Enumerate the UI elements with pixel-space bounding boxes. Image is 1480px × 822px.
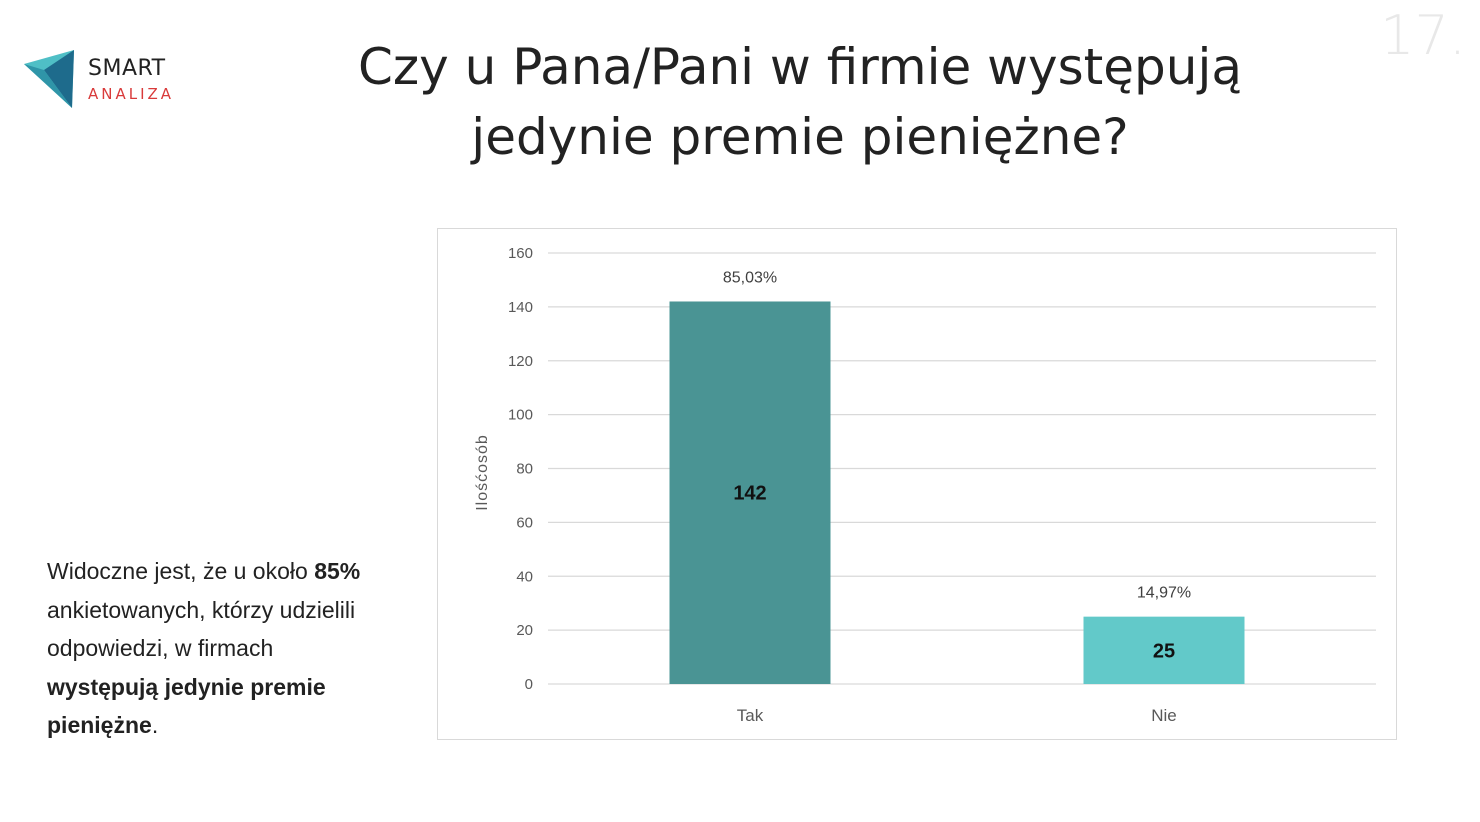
percent-label: 85,03% [723,269,777,286]
bar-nie [1083,616,1245,684]
x-tick-label: Tak [737,706,764,725]
value-label: 142 [733,483,766,505]
chart-canvas: 0 20 40 60 80 100 120 140 160 Ilośćosób 85,03% 142 T… [474,245,1376,725]
logo-triangle-icon [24,50,74,108]
description-text: Widoczne jest, że u około 85% ankietowan… [47,552,377,745]
y-tick-label: 40 [516,568,533,585]
page-title: Czy u Pana/Pani w firmie występują jedyn… [357,38,1243,166]
x-tick-label: Nie [1151,706,1177,725]
smart-analiza-logo: SMART ANALIZA [22,48,202,112]
value-label: 25 [1153,640,1175,662]
percent-label: 14,97% [1137,585,1191,602]
logo-text-analiza: ANALIZA [88,85,175,103]
bar-tak [669,301,831,684]
description-bold-2: występują jedynie premie pieniężne [47,673,326,739]
y-tick-label: 0 [525,676,533,693]
description-part-3: . [151,712,159,738]
y-tick-label: 100 [508,407,533,424]
description-part-2: ankietowanych, którzy udzielili odpowied… [47,596,356,662]
y-axis-label: Ilośćosób [474,434,491,511]
description-bold-1: 85% [314,558,361,584]
logo-text-smart: SMART [88,56,166,81]
y-tick-label: 20 [516,622,533,639]
y-tick-label: 60 [516,514,533,531]
y-tick-label: 120 [508,353,533,370]
y-tick-label: 80 [516,461,533,478]
page-number: 17. [1380,4,1466,67]
bar-chart: 0 20 40 60 80 100 120 140 160 Ilośćosób 85,03% 142 T… [437,228,1397,740]
y-tick-label: 160 [508,245,533,262]
description-part-1: Widoczne jest, że u około [47,558,315,584]
y-tick-label: 140 [508,299,533,316]
